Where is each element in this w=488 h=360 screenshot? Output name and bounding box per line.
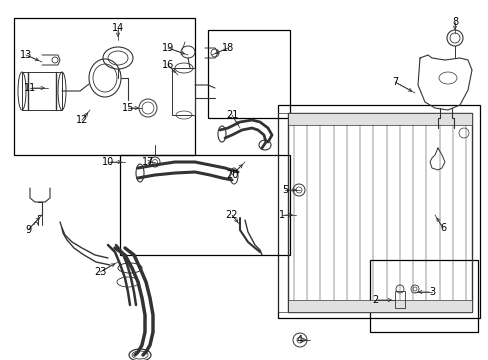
Bar — [120, 155, 289, 255]
Text: 8: 8 — [451, 17, 457, 27]
Bar — [278, 105, 479, 318]
Bar — [14, 18, 195, 155]
Bar — [287, 113, 471, 125]
Text: 7: 7 — [391, 77, 397, 87]
Text: 14: 14 — [112, 23, 124, 33]
Bar — [278, 113, 287, 312]
Text: 23: 23 — [94, 267, 106, 277]
Text: 6: 6 — [439, 223, 445, 233]
Text: 16: 16 — [162, 60, 174, 70]
Text: 3: 3 — [428, 287, 434, 297]
Text: 22: 22 — [225, 210, 238, 220]
Text: 10: 10 — [102, 157, 114, 167]
Text: 11: 11 — [24, 83, 36, 93]
Bar — [287, 113, 471, 312]
Text: 9: 9 — [25, 225, 31, 235]
Bar — [172, 68, 195, 115]
Text: 4: 4 — [296, 335, 303, 345]
Text: 1: 1 — [278, 210, 285, 220]
Text: 12: 12 — [76, 115, 88, 125]
Bar — [22, 72, 62, 110]
Text: 15: 15 — [122, 103, 134, 113]
Bar — [369, 260, 477, 332]
Bar — [207, 30, 289, 118]
Text: 20: 20 — [225, 170, 238, 180]
Text: 5: 5 — [281, 185, 287, 195]
Text: 19: 19 — [162, 43, 174, 53]
Text: 13: 13 — [20, 50, 32, 60]
Bar — [394, 291, 404, 308]
Text: 2: 2 — [371, 295, 377, 305]
Text: 18: 18 — [222, 43, 234, 53]
Text: 17: 17 — [142, 157, 154, 167]
Text: 21: 21 — [225, 110, 238, 120]
Bar — [287, 300, 471, 312]
